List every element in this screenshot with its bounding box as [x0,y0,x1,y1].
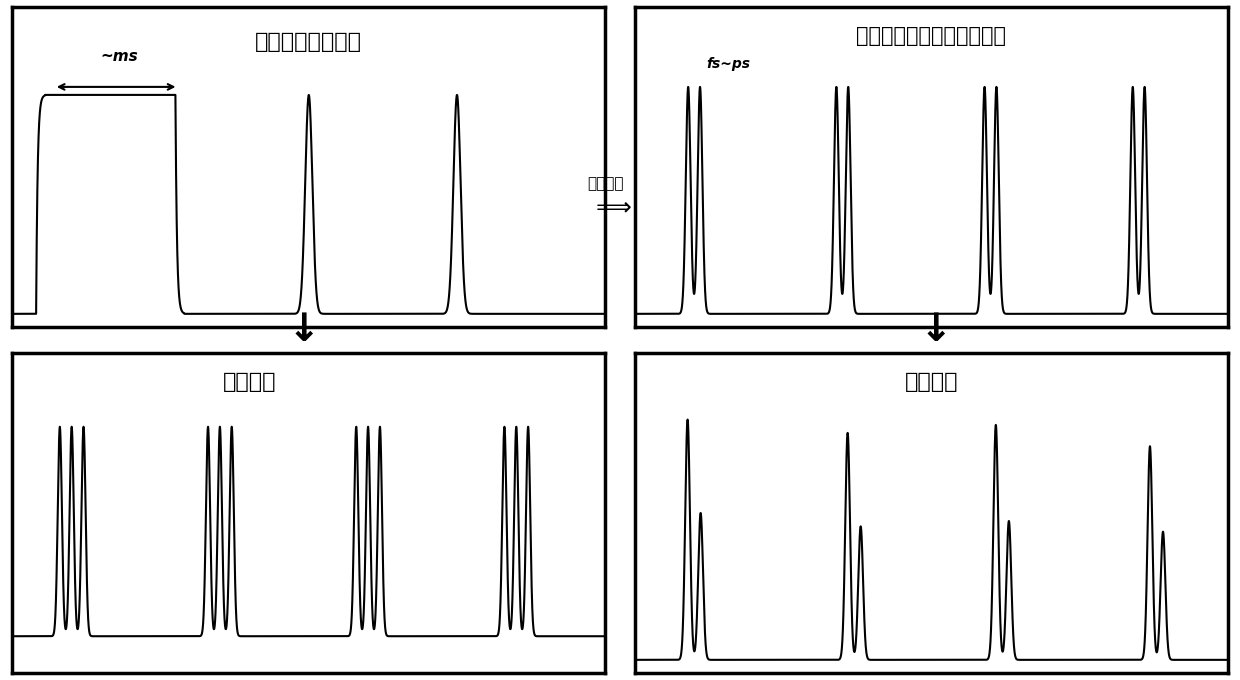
Text: 普通飞秒激光脉冲: 普通飞秒激光脉冲 [255,33,362,52]
Text: 时间整形飞秒激光双脉冲链: 时间整形飞秒激光双脉冲链 [856,26,1006,46]
Text: 时间整形: 时间整形 [587,176,624,191]
Text: ⟹: ⟹ [596,195,631,220]
Text: 三脉冲链: 三脉冲链 [223,372,277,392]
Text: ↓: ↓ [920,311,952,349]
Text: fs~ps: fs~ps [706,57,750,71]
Text: ↓: ↓ [288,311,320,349]
Text: ~ms: ~ms [100,50,138,65]
Text: 能量分配: 能量分配 [904,372,959,392]
